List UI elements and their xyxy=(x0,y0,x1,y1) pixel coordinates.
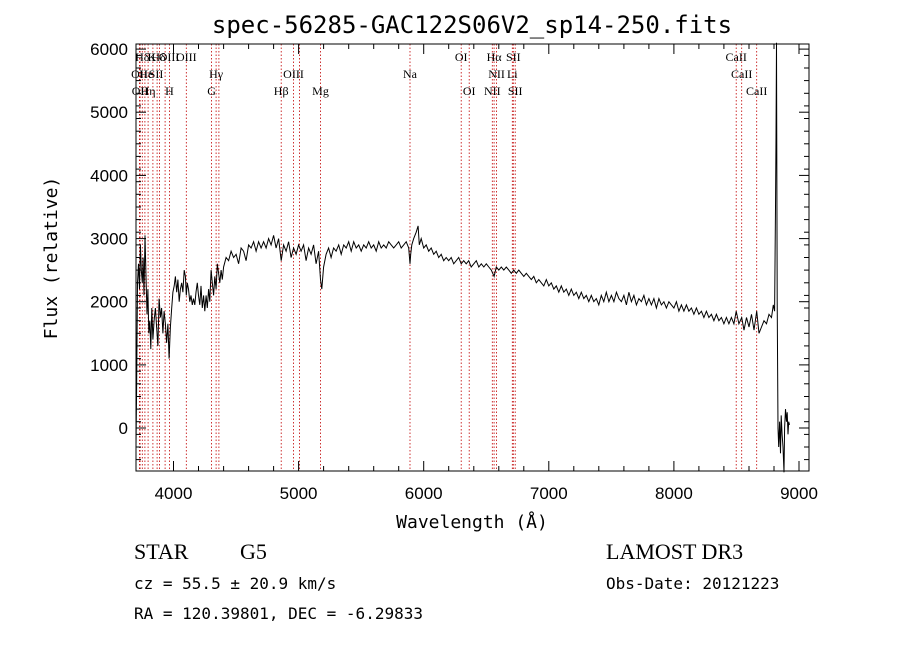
line-label-11: SII xyxy=(149,67,164,81)
line-label-1: K xyxy=(148,50,157,64)
line-label-10: He xyxy=(139,67,153,81)
line-label-22: Hβ xyxy=(274,84,289,98)
line-label-14: Na xyxy=(403,67,418,81)
line-label-12: Hγ xyxy=(209,67,224,81)
line-label-3: OIII xyxy=(159,50,180,64)
line-label-24: OI xyxy=(463,84,476,98)
coordinates: RA = 120.39801, DEC = -6.29833 xyxy=(134,604,423,623)
x-tick-label-5000: 5000 xyxy=(280,484,318,503)
observation-date: Obs-Date: 20121223 xyxy=(606,574,779,593)
x-tick-label-6000: 6000 xyxy=(405,484,443,503)
redshift-velocity: cz = 55.5 ± 20.9 km/s xyxy=(134,574,336,593)
line-label-9: OII xyxy=(131,67,148,81)
series-layer xyxy=(135,42,790,473)
emission-line-markers xyxy=(138,44,758,471)
line-label-6: Hα xyxy=(487,50,503,64)
x-tick-label-7000: 7000 xyxy=(530,484,568,503)
y-tick-label-5000: 5000 xyxy=(90,103,128,122)
line-label-15: NII xyxy=(488,67,505,81)
line-label-25: NII xyxy=(484,84,501,98)
y-axis-label: Flux (relative) xyxy=(41,177,62,340)
y-tick-label-0: 0 xyxy=(119,419,128,438)
y-tick-label-1000: 1000 xyxy=(90,356,128,375)
line-label-5: OI xyxy=(455,50,468,64)
y-tick-label-2000: 2000 xyxy=(90,293,128,312)
line-label-8: CaII xyxy=(726,50,747,64)
line-label-17: CaII xyxy=(731,67,752,81)
line-label-23: Mg xyxy=(312,84,329,98)
line-label-16: Li xyxy=(507,67,518,81)
line-label-20: H xyxy=(165,84,174,98)
x-tick-label-4000: 4000 xyxy=(155,484,193,503)
line-label-26: SII xyxy=(508,84,523,98)
chart-title: spec-56285-GAC122S06V2_sp14-250.fits xyxy=(212,11,732,39)
y-tick-label-6000: 6000 xyxy=(90,40,128,59)
object-class: STAR xyxy=(134,539,189,564)
x-tick-label-9000: 9000 xyxy=(780,484,818,503)
x-axis: 4000 5000 6000 7000 8000 9000 xyxy=(155,44,818,503)
y-tick-label-3000: 3000 xyxy=(90,230,128,249)
y-tick-label-4000: 4000 xyxy=(90,166,128,185)
line-label-4: OIII xyxy=(176,50,197,64)
line-label-0: Hδ xyxy=(135,50,150,64)
x-axis-label: Wavelength (Å) xyxy=(396,511,548,533)
line-label-27: CaII xyxy=(746,84,767,98)
line-label-21: G xyxy=(207,84,216,98)
line-label-2: Hδ xyxy=(151,50,166,64)
line-label-7: SII xyxy=(506,50,521,64)
line-label-19: Hη xyxy=(141,84,156,98)
y-axis: 0 1000 2000 3000 4000 5000 6000 xyxy=(90,40,809,461)
series-flux xyxy=(135,42,790,473)
x-tick-label-8000: 8000 xyxy=(655,484,693,503)
line-label-13: OIII xyxy=(283,67,304,81)
survey-name: LAMOST DR3 xyxy=(606,539,743,564)
object-subclass: G5 xyxy=(240,539,267,564)
